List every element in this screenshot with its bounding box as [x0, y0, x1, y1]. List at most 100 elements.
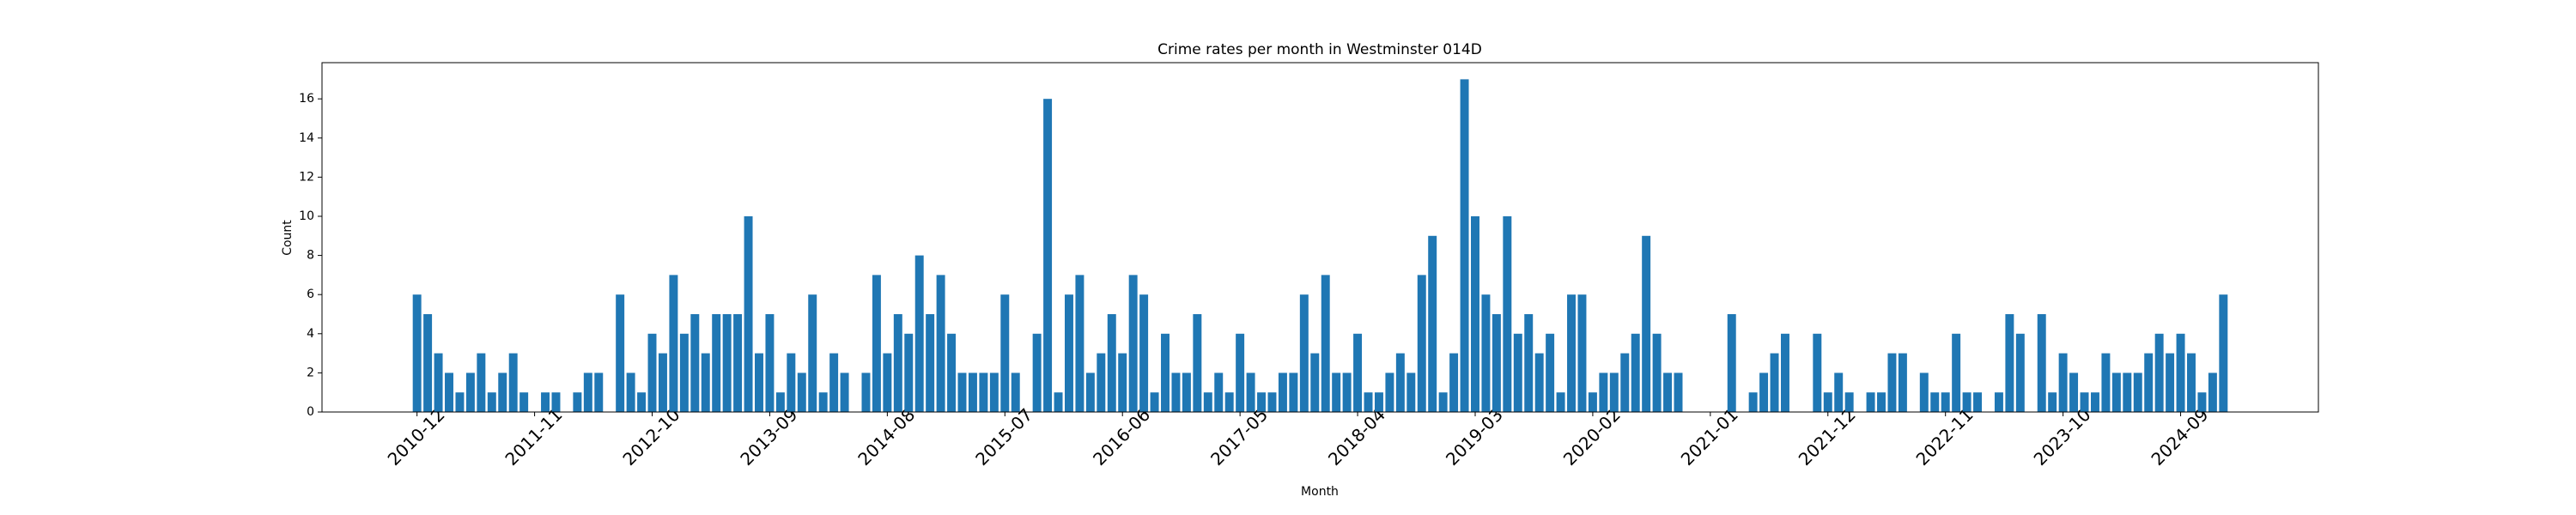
y-tick-label: 2: [307, 366, 314, 379]
bar: [594, 373, 604, 412]
bar: [1759, 373, 1769, 412]
bar: [573, 392, 582, 412]
bar: [2101, 353, 2111, 412]
plot-frame: [321, 62, 2319, 413]
bar: [658, 353, 667, 412]
bar: [1620, 353, 1630, 412]
bar: [1534, 353, 1544, 412]
bar: [1085, 373, 1095, 412]
bar: [1556, 392, 1565, 412]
bar: [1332, 373, 1341, 412]
bar: [1257, 392, 1267, 412]
bar: [1919, 373, 1929, 412]
bar: [787, 353, 796, 412]
bar: [1631, 333, 1640, 412]
y-tick-label: 16: [299, 92, 314, 106]
bar: [434, 353, 443, 412]
y-tick-label: 0: [307, 405, 314, 419]
bar: [1930, 392, 1940, 412]
bar: [1674, 373, 1683, 412]
bar: [1128, 275, 1138, 412]
bar: [477, 353, 486, 412]
bar: [808, 294, 817, 412]
bar: [1182, 373, 1191, 412]
bar: [1374, 392, 1383, 412]
bar: [1609, 373, 1619, 412]
bar: [2058, 353, 2068, 412]
bar: [2048, 392, 2057, 412]
bar: [872, 275, 881, 412]
bar: [765, 313, 775, 412]
bar: [1353, 333, 1363, 412]
bar: [1588, 392, 1597, 412]
bar: [2208, 373, 2217, 412]
bar: [551, 392, 561, 412]
y-tick-label: 6: [307, 288, 314, 301]
chart-title: Crime rates per month in Westminster 014…: [1157, 41, 1482, 58]
bar: [2187, 353, 2196, 412]
bar: [1203, 392, 1212, 412]
bar: [1364, 392, 1373, 412]
bar: [904, 333, 914, 412]
bar: [1973, 392, 1983, 412]
bar: [1032, 333, 1042, 412]
bar: [2133, 373, 2142, 412]
bar: [412, 294, 422, 412]
bar: [1417, 275, 1426, 412]
bar: [1385, 373, 1394, 412]
bar: [1299, 294, 1309, 412]
bar: [797, 373, 806, 412]
bar: [1513, 333, 1522, 412]
bar: [926, 313, 935, 412]
bar: [1278, 373, 1287, 412]
bar: [1492, 313, 1501, 412]
bar: [2123, 373, 2132, 412]
bar: [1064, 294, 1073, 412]
bar: [1321, 275, 1330, 412]
bar: [1289, 373, 1298, 412]
bar: [1107, 313, 1116, 412]
y-tick-label: 12: [299, 170, 314, 184]
bar: [957, 373, 967, 412]
bar: [840, 373, 849, 412]
bar: [1150, 392, 1159, 412]
bar: [1428, 235, 1437, 412]
bar: [1000, 294, 1010, 412]
bar: [1546, 333, 1555, 412]
bar: [1823, 392, 1832, 412]
bar: [1075, 275, 1084, 412]
y-tick-label: 4: [307, 327, 314, 341]
bar: [1011, 373, 1020, 412]
bar: [936, 275, 945, 412]
bar: [1748, 392, 1758, 412]
bar: [2090, 392, 2099, 412]
bar: [947, 333, 957, 412]
bar: [701, 353, 710, 412]
y-tick-label: 8: [307, 249, 314, 263]
bar: [893, 313, 902, 412]
bar: [487, 392, 496, 412]
bar: [2197, 392, 2207, 412]
bar: [2154, 333, 2164, 412]
bar: [1246, 373, 1255, 412]
bar: [690, 313, 700, 412]
bar: [1941, 392, 1950, 412]
bar: [445, 373, 453, 412]
bar: [1395, 353, 1405, 412]
bar: [744, 215, 753, 412]
bar: [1471, 215, 1479, 412]
bar: [2219, 294, 2228, 412]
bar: [1236, 333, 1245, 412]
bar: [1406, 373, 1416, 412]
bar: [1524, 313, 1534, 412]
bar: [712, 313, 721, 412]
bar: [733, 313, 743, 412]
bar: [1043, 99, 1053, 413]
bar: [423, 313, 433, 412]
bar: [637, 392, 647, 412]
bar: [1139, 294, 1149, 412]
bar: [1054, 392, 1063, 412]
bar: [455, 392, 465, 412]
